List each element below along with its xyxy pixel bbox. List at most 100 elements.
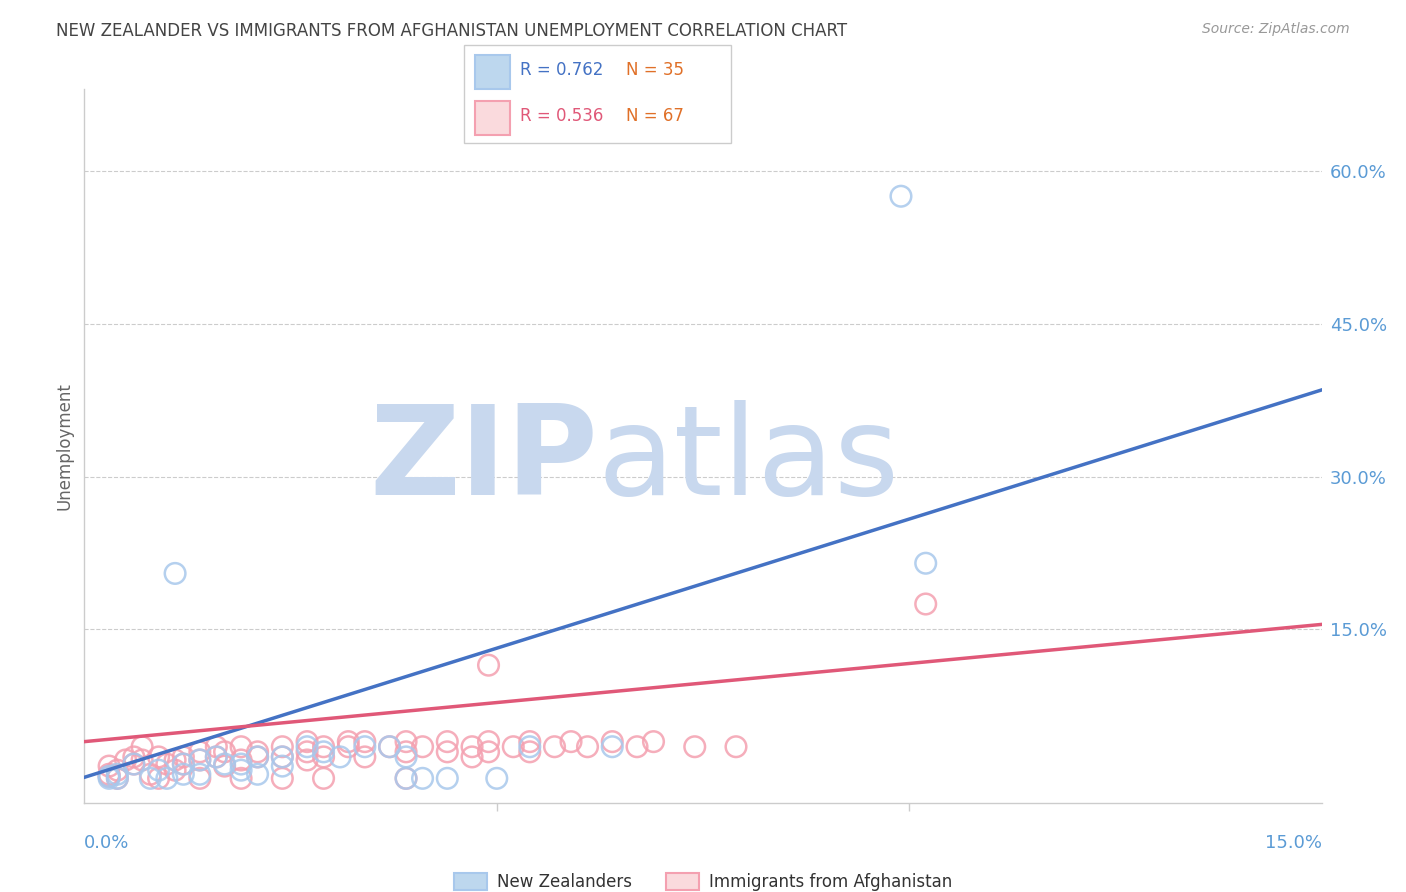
Point (165, 753, 187, 767)
Point (271, 759, 294, 773)
Point (105, 767, 128, 781)
Point (205, 750, 228, 764)
Point (395, 772, 418, 786)
Point (337, 734, 360, 748)
Point (295, 745, 318, 759)
Point (312, 750, 335, 764)
Point (543, 739, 565, 754)
Point (98, 769, 121, 783)
Point (353, 750, 375, 764)
Point (229, 763, 252, 777)
Point (165, 763, 187, 777)
Point (436, 734, 458, 748)
Y-axis label: Unemployment: Unemployment (55, 382, 73, 510)
Point (172, 750, 194, 764)
Point (683, 739, 706, 754)
Point (271, 772, 294, 786)
Point (337, 739, 360, 754)
Text: R = 0.762: R = 0.762 (520, 62, 603, 79)
Point (105, 772, 128, 786)
Text: N = 67: N = 67 (626, 107, 683, 125)
Point (477, 658, 499, 673)
Point (105, 772, 128, 786)
Point (214, 757, 236, 772)
Point (122, 757, 145, 772)
Legend: New Zealanders, Immigrants from Afghanistan: New Zealanders, Immigrants from Afghanis… (447, 866, 959, 892)
Point (188, 772, 211, 786)
Point (353, 739, 375, 754)
Point (312, 745, 335, 759)
Point (477, 745, 499, 759)
Point (914, 556, 936, 570)
Point (188, 753, 211, 767)
Point (395, 750, 418, 764)
Point (172, 757, 194, 772)
Point (229, 772, 252, 786)
Point (312, 739, 335, 754)
Point (600, 734, 623, 748)
Point (148, 772, 170, 786)
Point (122, 750, 145, 764)
Point (156, 772, 179, 786)
Text: N = 35: N = 35 (626, 62, 683, 79)
Point (643, 734, 665, 748)
Point (295, 739, 318, 754)
Point (172, 757, 194, 772)
Point (560, 734, 582, 748)
Point (412, 739, 434, 754)
Point (502, 739, 524, 754)
Point (98, 767, 121, 781)
Point (890, 189, 912, 203)
Point (271, 739, 294, 754)
Point (378, 739, 401, 754)
Point (412, 772, 434, 786)
Text: ZIP: ZIP (370, 400, 598, 521)
Point (165, 566, 187, 581)
Point (214, 759, 236, 773)
Point (205, 750, 228, 764)
Point (156, 757, 179, 772)
Point (229, 753, 252, 767)
Point (436, 772, 458, 786)
Point (188, 767, 211, 781)
Text: 15.0%: 15.0% (1264, 834, 1322, 852)
Point (98, 759, 121, 773)
Point (98, 772, 121, 786)
Point (172, 767, 194, 781)
Text: 0.0%: 0.0% (84, 834, 129, 852)
Point (122, 757, 145, 772)
Point (600, 739, 623, 754)
Point (246, 745, 269, 759)
Point (576, 739, 599, 754)
Point (98, 769, 121, 783)
Point (395, 734, 418, 748)
Point (205, 739, 228, 754)
Point (271, 750, 294, 764)
Text: Source: ZipAtlas.com: Source: ZipAtlas.com (1202, 22, 1350, 37)
Point (295, 753, 318, 767)
Point (229, 757, 252, 772)
Point (461, 750, 484, 764)
Point (724, 739, 747, 754)
Point (271, 750, 294, 764)
Point (188, 745, 211, 759)
Point (148, 763, 170, 777)
Point (188, 753, 211, 767)
Point (131, 753, 153, 767)
Point (295, 734, 318, 748)
Point (461, 739, 484, 754)
Point (914, 597, 936, 611)
Point (485, 772, 508, 786)
Point (139, 772, 162, 786)
Point (519, 734, 541, 748)
Point (131, 739, 153, 754)
Text: NEW ZEALANDER VS IMMIGRANTS FROM AFGHANISTAN UNEMPLOYMENT CORRELATION CHART: NEW ZEALANDER VS IMMIGRANTS FROM AFGHANI… (56, 22, 848, 40)
Point (246, 750, 269, 764)
Text: R = 0.536: R = 0.536 (520, 107, 603, 125)
Point (114, 753, 136, 767)
Point (626, 739, 648, 754)
Text: atlas: atlas (598, 400, 900, 521)
Point (214, 745, 236, 759)
Point (477, 734, 499, 748)
Point (246, 750, 269, 764)
